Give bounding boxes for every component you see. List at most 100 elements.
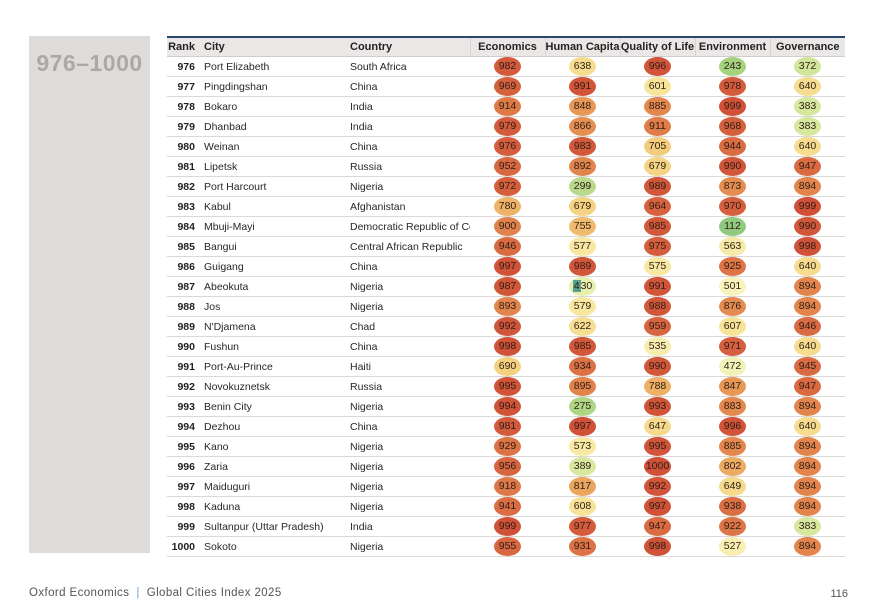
score-cell: 817 — [545, 476, 620, 497]
score-cell: 640 — [770, 336, 845, 357]
table-row: 992 Novokuznetsk Russia 995 895 788 847 947 — [167, 376, 845, 397]
score-pill: 995 — [644, 437, 671, 456]
score-pill: 885 — [644, 97, 671, 116]
score-pill: 501 — [719, 277, 746, 296]
country-cell: Nigeria — [345, 456, 470, 477]
score-cell: 900 — [470, 216, 545, 237]
score-pill: 802 — [719, 457, 746, 476]
score-pill: 647 — [644, 417, 671, 436]
footer-separator: | — [136, 587, 140, 599]
country-cell: Nigeria — [345, 476, 470, 497]
city-cell: Zaria — [199, 456, 345, 477]
column-header-quality-of-life: Quality of Life — [619, 36, 695, 57]
score-cell: 607 — [695, 316, 770, 337]
score-cell: 647 — [620, 416, 695, 437]
score-pill: 992 — [644, 477, 671, 496]
score-cell: 640 — [770, 256, 845, 277]
score-pill: 988 — [644, 297, 671, 316]
rank-cell: 996 — [167, 456, 199, 477]
score-pill: 998 — [644, 537, 671, 556]
score-pill: 978 — [719, 77, 746, 96]
score-pill: 535 — [644, 337, 671, 356]
footer-doc-title: Global Cities Index 2025 — [146, 587, 282, 599]
score-pill: 430 — [569, 277, 596, 296]
score-cell: 991 — [620, 276, 695, 297]
country-cell: Nigeria — [345, 536, 470, 557]
score-cell: 873 — [695, 176, 770, 197]
country-cell: Central African Republic — [345, 236, 470, 257]
score-pill: 900 — [494, 217, 521, 236]
city-cell: Bokaro — [199, 96, 345, 117]
score-pill: 817 — [569, 477, 596, 496]
score-cell: 964 — [620, 196, 695, 217]
rank-range-title: 976–1000 — [36, 50, 143, 76]
score-cell: 1000 — [620, 456, 695, 477]
score-pill: 995 — [494, 377, 521, 396]
city-cell: Sultanpur (Uttar Pradesh) — [199, 516, 345, 537]
rank-cell: 998 — [167, 496, 199, 517]
score-cell: 934 — [545, 356, 620, 377]
score-pill: 608 — [569, 497, 596, 516]
country-cell: China — [345, 336, 470, 357]
score-cell: 996 — [620, 56, 695, 77]
score-pill: 991 — [569, 77, 596, 96]
score-cell: 982 — [470, 56, 545, 77]
score-cell: 638 — [545, 56, 620, 77]
table-row: 999 Sultanpur (Uttar Pradesh) India 999 977 9… — [167, 516, 845, 537]
score-cell: 563 — [695, 236, 770, 257]
score-cell: 947 — [770, 156, 845, 177]
score-pill: 945 — [794, 357, 821, 376]
score-pill: 640 — [794, 77, 821, 96]
score-cell: 985 — [545, 336, 620, 357]
score-pill: 894 — [794, 497, 821, 516]
score-cell: 679 — [545, 196, 620, 217]
score-cell: 894 — [770, 536, 845, 557]
score-cell: 922 — [695, 516, 770, 537]
rank-cell: 997 — [167, 476, 199, 497]
country-cell: Nigeria — [345, 396, 470, 417]
city-cell: Weinan — [199, 136, 345, 157]
city-cell: Port-Au-Prince — [199, 356, 345, 377]
score-cell: 976 — [470, 136, 545, 157]
column-header-rank: Rank — [167, 36, 199, 57]
score-pill: 929 — [494, 437, 521, 456]
score-pill: 573 — [569, 437, 596, 456]
rank-cell: 985 — [167, 236, 199, 257]
score-cell: 883 — [695, 396, 770, 417]
score-pill: 968 — [719, 117, 746, 136]
score-pill: 991 — [644, 277, 671, 296]
rank-cell: 987 — [167, 276, 199, 297]
score-cell: 952 — [470, 156, 545, 177]
score-pill: 885 — [719, 437, 746, 456]
score-cell: 955 — [470, 536, 545, 557]
score-pill: 894 — [794, 297, 821, 316]
score-pill: 679 — [569, 197, 596, 216]
cities-index-table: Rank City Country Economics Human Capital Qua… — [167, 36, 845, 557]
score-pill: 755 — [569, 217, 596, 236]
score-cell: 885 — [695, 436, 770, 457]
rank-cell: 983 — [167, 196, 199, 217]
column-header-city: City — [199, 36, 345, 57]
score-cell: 987 — [470, 276, 545, 297]
score-pill: 964 — [644, 197, 671, 216]
score-cell: 956 — [470, 456, 545, 477]
city-cell: Kano — [199, 436, 345, 457]
city-cell: Port Elizabeth — [199, 56, 345, 77]
score-pill: 894 — [794, 457, 821, 476]
score-cell: 997 — [620, 496, 695, 517]
country-cell: China — [345, 76, 470, 97]
score-cell: 690 — [470, 356, 545, 377]
score-pill: 983 — [569, 137, 596, 156]
score-pill: 979 — [494, 117, 521, 136]
score-cell: 988 — [620, 296, 695, 317]
score-cell: 876 — [695, 296, 770, 317]
score-cell: 978 — [695, 76, 770, 97]
score-cell: 894 — [770, 496, 845, 517]
score-cell: 383 — [770, 516, 845, 537]
rank-cell: 980 — [167, 136, 199, 157]
score-cell: 622 — [545, 316, 620, 337]
country-cell: Nigeria — [345, 496, 470, 517]
table-row: 985 Bangui Central African Republic 946 577 9… — [167, 236, 845, 257]
score-pill: 946 — [794, 317, 821, 336]
score-cell: 275 — [545, 396, 620, 417]
